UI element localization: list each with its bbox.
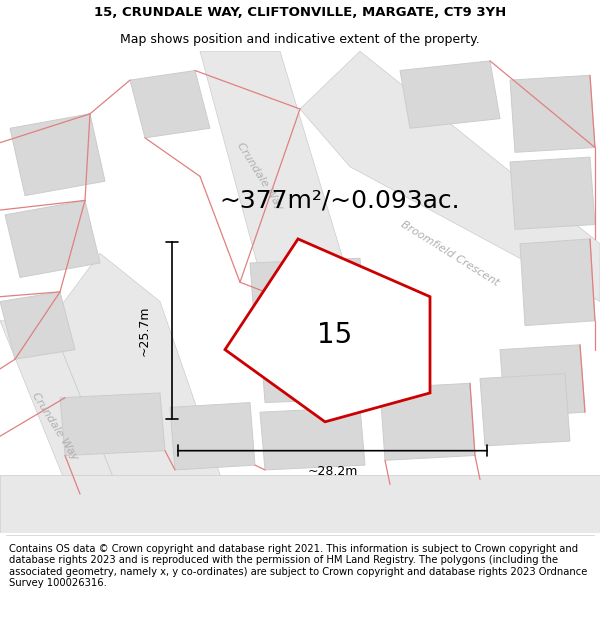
Text: Crundale Way: Crundale Way — [235, 141, 285, 212]
Polygon shape — [500, 345, 585, 417]
Text: Crundale Way: Crundale Way — [30, 391, 80, 462]
Polygon shape — [480, 374, 570, 446]
Text: Map shows position and indicative extent of the property.: Map shows position and indicative extent… — [120, 34, 480, 46]
Text: 15: 15 — [317, 321, 353, 349]
Text: Broomfield Crescent: Broomfield Crescent — [399, 219, 501, 288]
Polygon shape — [300, 51, 600, 301]
Polygon shape — [510, 157, 595, 229]
Polygon shape — [130, 71, 210, 138]
Text: ~377m²/~0.093ac.: ~377m²/~0.093ac. — [220, 189, 460, 213]
Polygon shape — [520, 239, 595, 326]
Polygon shape — [225, 239, 430, 422]
Text: 15, CRUNDALE WAY, CLIFTONVILLE, MARGATE, CT9 3YH: 15, CRUNDALE WAY, CLIFTONVILLE, MARGATE,… — [94, 6, 506, 19]
Text: Contains OS data © Crown copyright and database right 2021. This information is : Contains OS data © Crown copyright and d… — [9, 544, 587, 588]
Polygon shape — [260, 408, 365, 470]
Polygon shape — [10, 114, 105, 196]
Polygon shape — [0, 475, 600, 532]
Polygon shape — [250, 258, 365, 331]
Polygon shape — [200, 51, 350, 311]
Polygon shape — [510, 75, 595, 152]
Polygon shape — [50, 253, 240, 532]
Text: ~25.7m: ~25.7m — [137, 305, 151, 356]
Polygon shape — [260, 331, 385, 402]
Polygon shape — [60, 393, 165, 456]
Polygon shape — [380, 383, 475, 460]
Polygon shape — [170, 402, 255, 470]
Polygon shape — [400, 61, 500, 128]
Polygon shape — [0, 292, 75, 359]
Polygon shape — [0, 321, 120, 494]
Text: ~28.2m: ~28.2m — [307, 466, 358, 478]
Polygon shape — [5, 201, 100, 278]
